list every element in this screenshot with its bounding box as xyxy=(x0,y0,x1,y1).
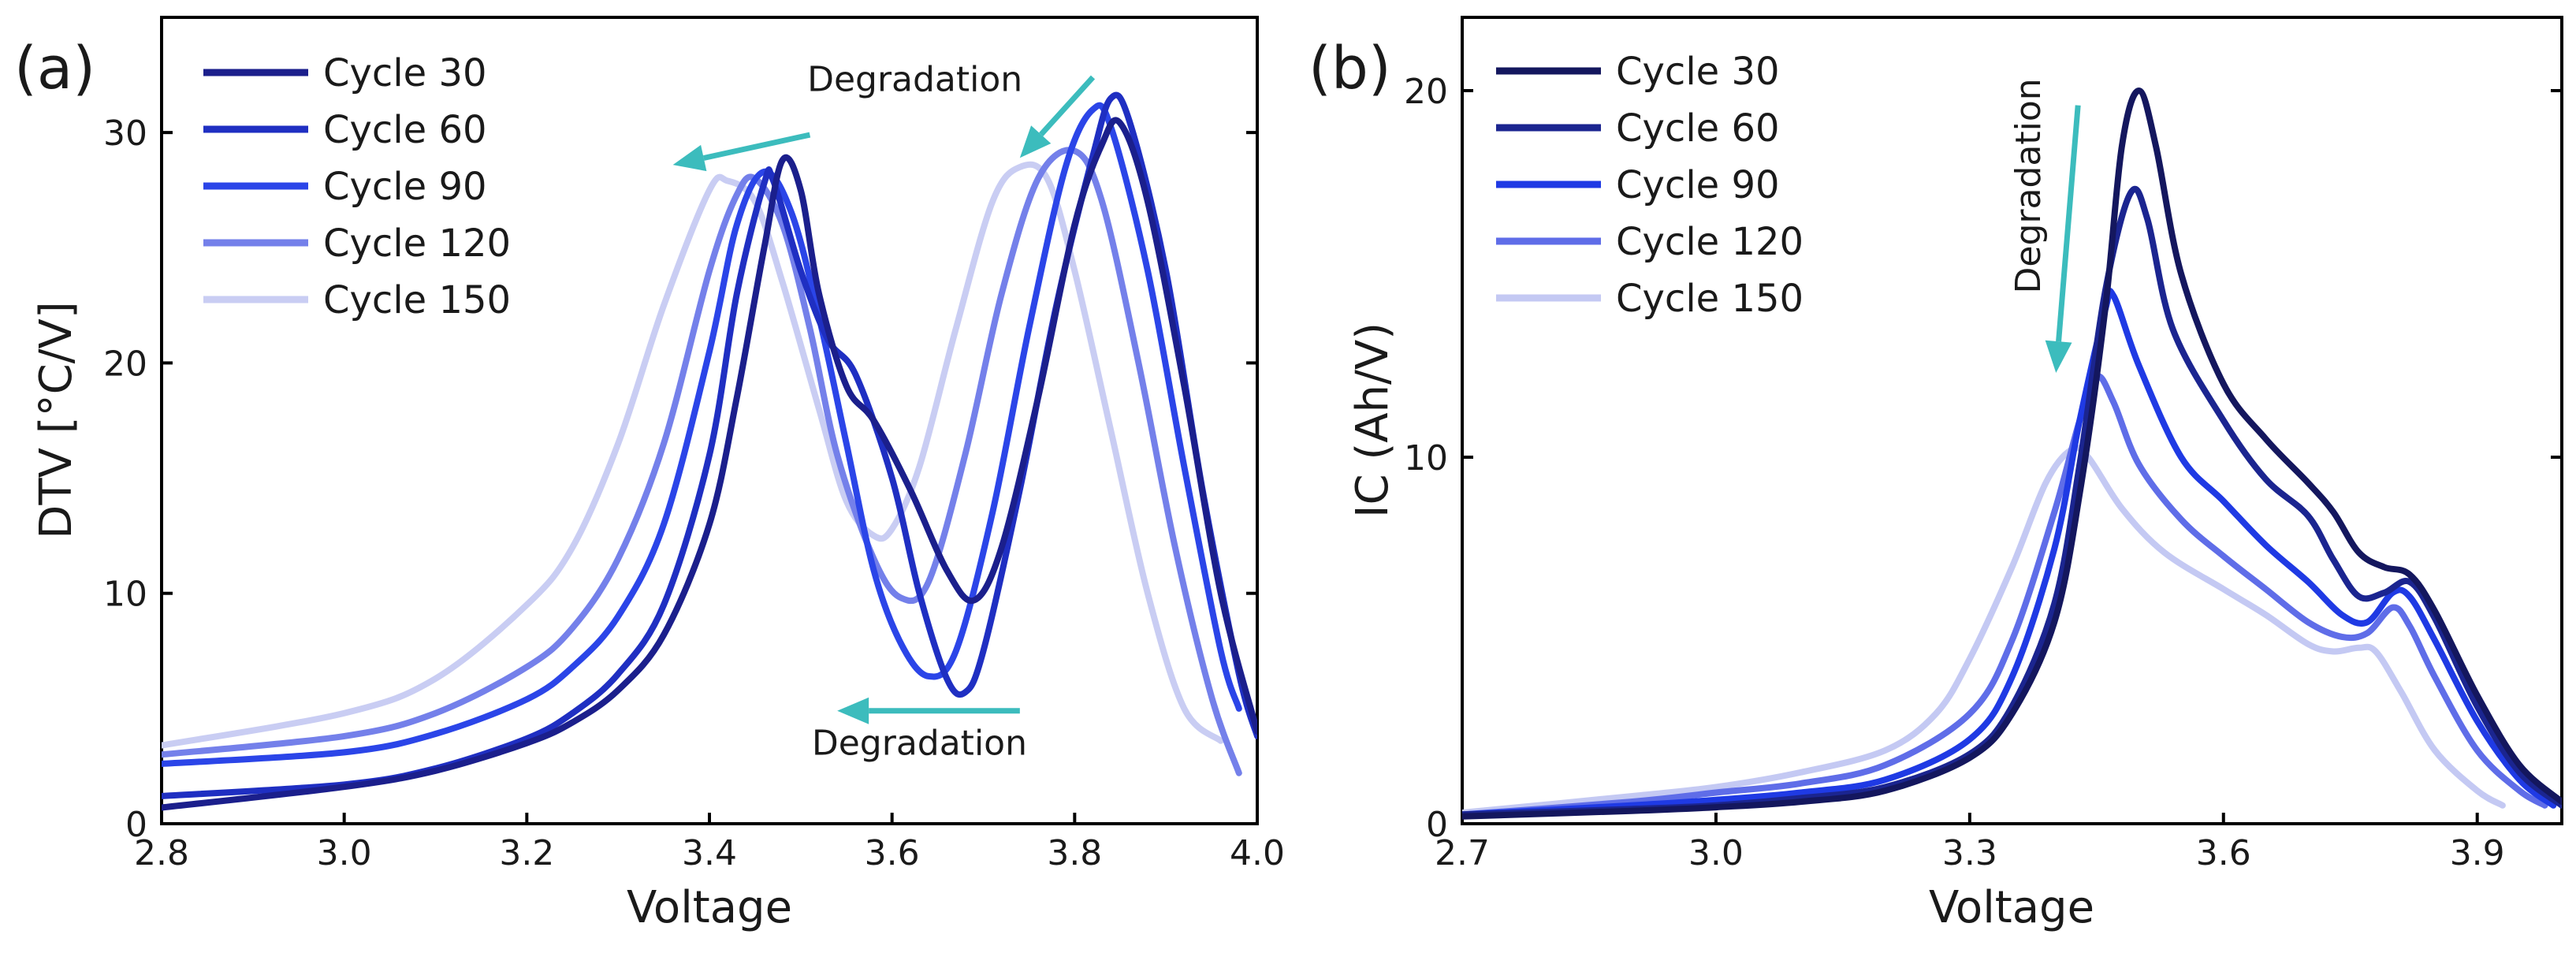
legend-item: Cycle 60 xyxy=(1496,106,1780,151)
legend-label: Cycle 120 xyxy=(323,221,511,266)
y-tick-label: 10 xyxy=(1404,438,1448,478)
y-tick-label: 0 xyxy=(1426,805,1448,845)
legend-label: Cycle 60 xyxy=(323,108,487,152)
degradation-annotation: Degradation xyxy=(812,723,1027,763)
x-tick-label: 3.4 xyxy=(682,833,737,873)
y-tick-label: 30 xyxy=(103,114,147,154)
degradation-arrow xyxy=(2045,105,2081,374)
legend-item: Cycle 120 xyxy=(1496,220,1804,264)
panel-a-label: (a) xyxy=(14,35,95,102)
panel-b: (b) 2.7 3.0 3.3 3.6 3.9 0 10 20 Degradation Vol… xyxy=(1308,16,2563,933)
panel-a-curves xyxy=(162,91,1257,811)
legend-item: Cycle 30 xyxy=(1496,50,1780,94)
panel-b-y-axis-title: IC (Ah/V) xyxy=(1347,322,1398,518)
series-line-cycle-30 xyxy=(1462,87,2562,820)
x-tick-label: 3.9 xyxy=(2450,833,2505,873)
legend-item: Cycle 120 xyxy=(203,221,511,266)
legend-label: Cycle 90 xyxy=(323,165,487,209)
legend-item: Cycle 30 xyxy=(203,51,487,95)
panel-a-legend: Cycle 30 Cycle 60 Cycle 90 Cycle 120 Cycle 1… xyxy=(203,51,511,322)
x-tick-label: 4.0 xyxy=(1230,833,1285,873)
degradation-arrow xyxy=(837,697,1020,724)
degradation-arrow-head xyxy=(837,697,869,724)
panel-b-label: (b) xyxy=(1308,35,1391,102)
panel-a-ticks: 2.8 3.0 3.2 3.4 3.6 3.8 4.0 0 10 20 30 xyxy=(103,114,1285,873)
panel-a-arrows xyxy=(672,75,1096,724)
y-tick-label: 20 xyxy=(103,344,147,384)
legend-label: Cycle 30 xyxy=(1616,50,1780,94)
series-line-cycle-120 xyxy=(1462,373,2548,818)
series-line-cycle-60 xyxy=(162,91,1257,799)
x-tick-label: 3.0 xyxy=(317,833,372,873)
y-tick-label: 10 xyxy=(103,575,147,615)
panel-b-arrows xyxy=(2045,105,2081,374)
legend-item: Cycle 150 xyxy=(203,278,511,322)
y-tick-label: 0 xyxy=(125,805,147,845)
series-line-cycle-90 xyxy=(1462,288,2557,818)
legend-label: Cycle 90 xyxy=(1616,163,1780,207)
panel-b-legend: Cycle 30 Cycle 60 Cycle 90 Cycle 120 Cycle 1… xyxy=(1496,50,1804,321)
panel-a: (a) 2.8 3.0 3.2 3.4 3.6 3.8 4.0 0 10 20 30 Degrada… xyxy=(14,16,1285,933)
degradation-arrow-head xyxy=(2045,340,2072,374)
x-tick-label: 3.8 xyxy=(1047,833,1102,873)
degradation-arrow-head xyxy=(1019,125,1052,158)
panel-b-ticks: 2.7 3.0 3.3 3.6 3.9 0 10 20 xyxy=(1404,72,2562,873)
legend-label: Cycle 150 xyxy=(1616,277,1804,321)
legend-item: Cycle 90 xyxy=(1496,163,1780,207)
panel-a-y-axis-title: DTV [°C/V] xyxy=(31,301,82,538)
series-line-cycle-60 xyxy=(1462,185,2562,818)
legend-label: Cycle 120 xyxy=(1616,220,1804,264)
legend-item: Cycle 150 xyxy=(1496,277,1804,321)
series-line-cycle-30 xyxy=(162,117,1257,811)
degradation-annotation: Degradation xyxy=(807,60,1022,100)
degradation-arrow-shaft xyxy=(702,132,811,161)
legend-item: Cycle 60 xyxy=(203,108,487,152)
panel-b-x-axis-title: Voltage xyxy=(1929,882,2094,933)
panel-a-annotations: Degradation Degradation xyxy=(807,60,1027,764)
panel-b-annotations: Degradation xyxy=(2008,78,2049,293)
x-tick-label: 2.7 xyxy=(1435,833,1490,873)
x-tick-label: 2.8 xyxy=(134,833,189,873)
x-tick-label: 3.6 xyxy=(2196,833,2251,873)
degradation-arrow-head xyxy=(672,144,707,172)
legend-item: Cycle 90 xyxy=(203,165,487,209)
x-tick-label: 3.2 xyxy=(499,833,554,873)
degradation-arrow xyxy=(672,132,811,172)
degradation-arrow xyxy=(1019,75,1096,158)
series-line-cycle-120 xyxy=(162,147,1242,776)
x-tick-label: 3.6 xyxy=(865,833,920,873)
legend-label: Cycle 150 xyxy=(323,278,511,322)
degradation-arrow-shaft xyxy=(2056,105,2081,342)
degradation-annotation: Degradation xyxy=(2008,78,2049,293)
series-line-cycle-90 xyxy=(162,102,1242,767)
degradation-arrow-shaft xyxy=(1039,75,1096,136)
panel-b-curves xyxy=(1462,87,2562,820)
y-tick-label: 20 xyxy=(1404,72,1448,112)
series-line-cycle-150 xyxy=(162,161,1224,749)
panel-a-x-axis-title: Voltage xyxy=(627,882,792,933)
panel-b-plot-frame xyxy=(1461,16,2563,825)
legend-label: Cycle 30 xyxy=(323,51,487,95)
x-tick-label: 3.3 xyxy=(1942,833,1997,873)
legend-label: Cycle 60 xyxy=(1616,106,1780,151)
x-tick-label: 3.0 xyxy=(1688,833,1744,873)
